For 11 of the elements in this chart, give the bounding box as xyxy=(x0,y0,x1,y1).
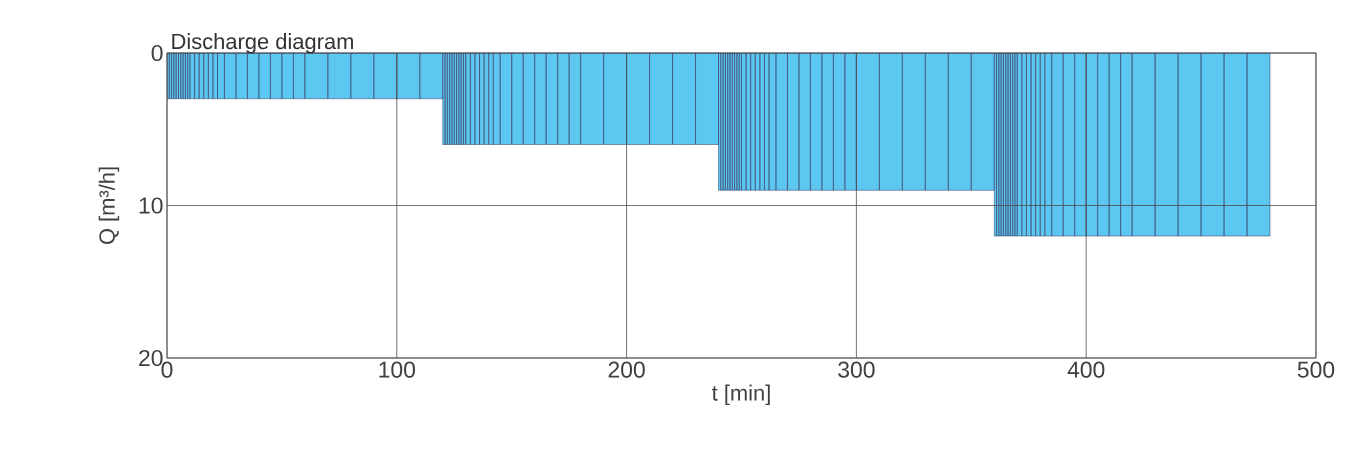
x-tick-label: 200 xyxy=(608,361,645,378)
y-tick-label: 10 xyxy=(139,197,163,214)
x-tick-label: 400 xyxy=(1067,361,1105,378)
y-axis-title: Q [m³/h] xyxy=(98,167,120,245)
x-tick-label: 100 xyxy=(379,361,416,378)
x-axis-title: t [min] xyxy=(711,384,770,406)
x-tick-label: 300 xyxy=(838,361,875,378)
y-tick-label: 20 xyxy=(139,349,163,367)
y-tick-label: 0 xyxy=(151,44,163,62)
x-tick-label: 500 xyxy=(1297,361,1335,378)
chart-title: Discharge diagram xyxy=(172,33,353,54)
